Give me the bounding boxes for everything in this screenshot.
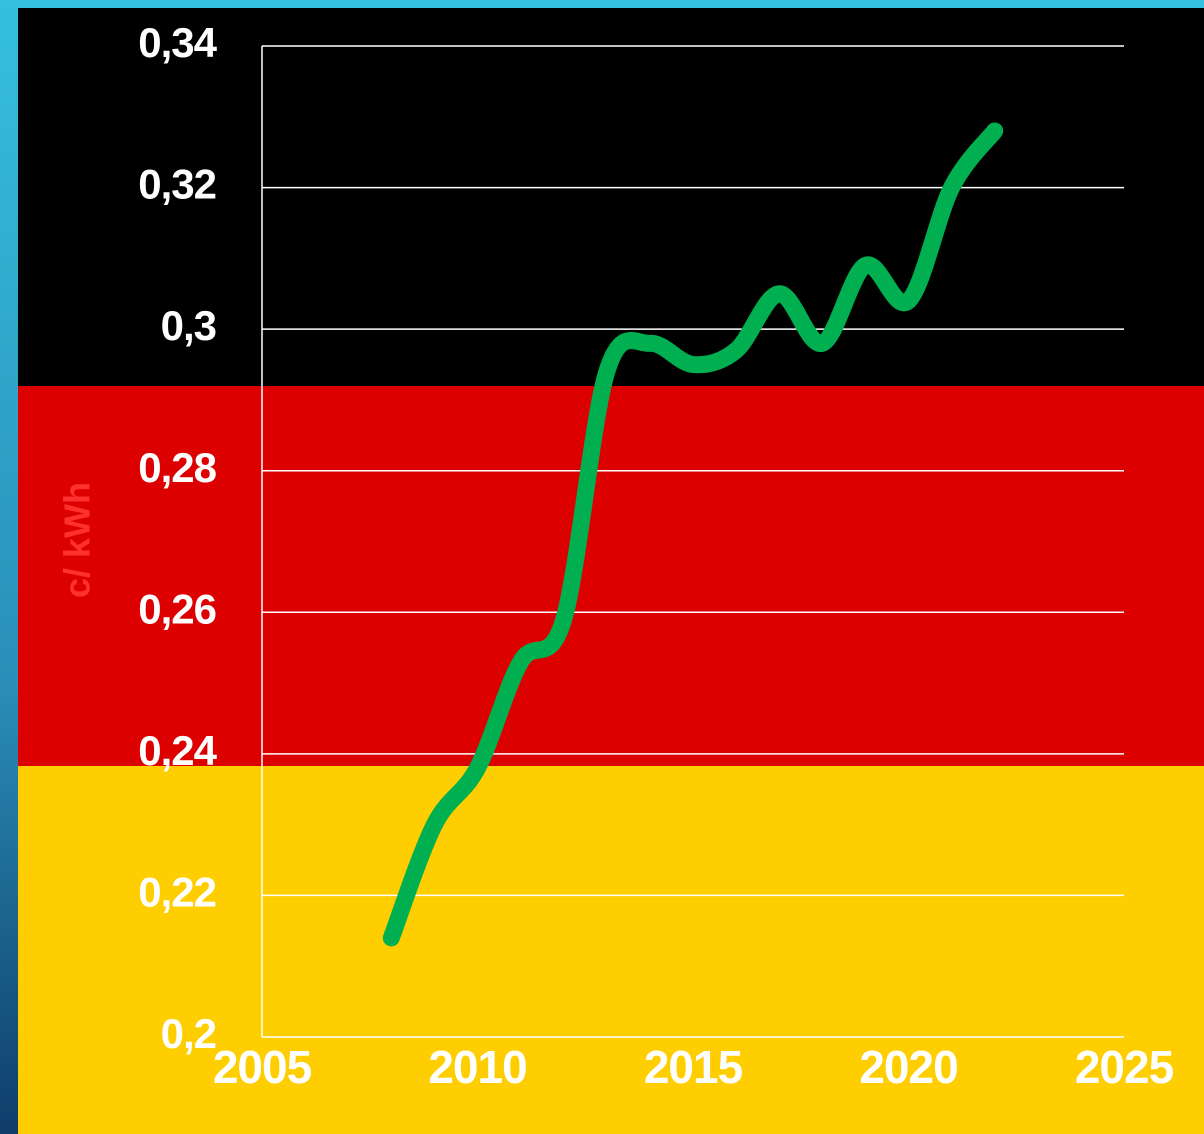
x-tick-label: 2005	[213, 1041, 312, 1093]
y-tick-label: 0,22	[138, 869, 216, 916]
y-tick-label: 0,32	[138, 161, 216, 208]
y-tick-label: 0,24	[138, 727, 217, 774]
line-series	[382, 122, 1004, 947]
x-tick-label: 2010	[428, 1041, 526, 1093]
y-tick-label: 0,34	[138, 19, 217, 66]
y-tick-label: 0,2	[161, 1010, 216, 1057]
y-tick-label: 0,26	[138, 585, 216, 632]
flag-gold	[18, 766, 1204, 1134]
flag-black	[18, 8, 1204, 386]
x-tick-label: 2025	[1075, 1041, 1174, 1093]
y-tick-label: 0,3	[161, 302, 216, 349]
y-tick-label: 0,28	[138, 444, 216, 491]
y-axis-label: c/ kWh	[57, 482, 98, 598]
flag-red	[18, 386, 1204, 766]
x-tick-label: 2020	[859, 1041, 957, 1093]
x-tick-label: 2015	[644, 1041, 743, 1093]
